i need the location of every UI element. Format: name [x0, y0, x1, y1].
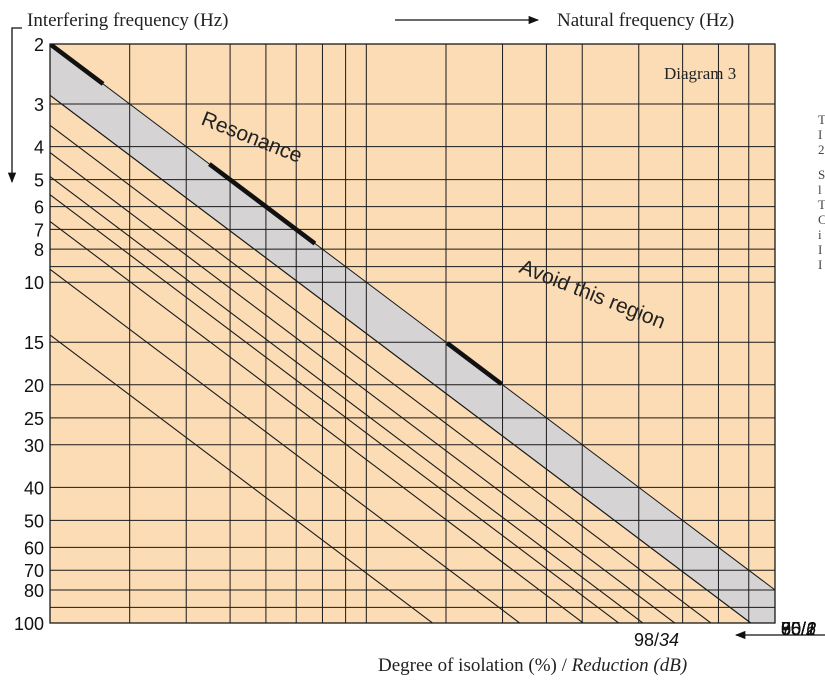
- y-tick-label: 15: [24, 333, 44, 353]
- side-text-line: [818, 157, 825, 167]
- y-tick-label: 3: [34, 95, 44, 115]
- y-tick-label: 6: [34, 198, 44, 218]
- avoid-region-layer: [50, 44, 775, 623]
- side-text-line: 2: [818, 142, 825, 157]
- y-tick-label: 30: [24, 436, 44, 456]
- y-tick-label: 7: [34, 220, 44, 240]
- resonance-line-segment: [50, 44, 105, 86]
- side-text-line: I: [818, 127, 823, 142]
- y-tick-label: 20: [24, 376, 44, 396]
- y-tick-label: 100: [14, 614, 44, 634]
- isolation-line-label: 90/2: [781, 619, 816, 639]
- isolation-line-label: 95/2: [781, 619, 816, 639]
- isolation-line-label: 80/1: [781, 619, 816, 639]
- side-text-line: T: [818, 197, 825, 212]
- y-tick-label: 50: [24, 511, 44, 531]
- side-text-line: S: [818, 167, 825, 182]
- y-tick-label: 60: [24, 538, 44, 558]
- isolation-line: [50, 124, 712, 623]
- x-axis-title: Natural frequency (Hz): [557, 10, 734, 31]
- y-tick-label: 8: [34, 240, 44, 260]
- side-text-line: T: [818, 112, 825, 127]
- side-text-line: l: [818, 182, 822, 197]
- isolation-line: [50, 194, 620, 623]
- grid-layer: [50, 44, 775, 623]
- y-tick-label: 40: [24, 478, 44, 498]
- isolation-lines-layer: [50, 94, 752, 623]
- resonance-line-segment: [208, 162, 317, 246]
- isolation-line-label: 50/6: [781, 619, 817, 639]
- side-text-line: C: [818, 212, 825, 227]
- isolation-line: [50, 175, 644, 623]
- isolation-line-labels: 050/670/180/185/190/295/2 98/34: [634, 619, 817, 650]
- plot-frame: [49, 43, 776, 624]
- isolation-line-label: 85/1: [781, 619, 816, 639]
- isolation-line: [50, 94, 752, 623]
- diagram-title: Diagram 3: [664, 64, 736, 83]
- y-tick-label: 4: [34, 138, 44, 158]
- isolation-line: [50, 334, 434, 623]
- side-text-line: i: [818, 227, 822, 242]
- y-tick-label: 80: [24, 581, 44, 601]
- y-tick-label: 70: [24, 561, 44, 581]
- resonance-line-segment: [445, 341, 503, 386]
- y-tick-label: 10: [24, 273, 44, 293]
- y-tick-label: 5: [34, 171, 44, 191]
- isolation-line: [50, 268, 521, 623]
- y-axis-title: Interfering frequency (Hz): [27, 10, 229, 31]
- isolation-line-label: 70/1: [781, 619, 816, 639]
- isolation-line: [50, 151, 676, 623]
- y-tick-label: 2: [34, 35, 44, 55]
- isolation-line: [50, 220, 585, 623]
- side-text-line: I: [818, 242, 823, 257]
- y-axis-arrow: [7, 27, 22, 184]
- avoid-region: [50, 44, 775, 623]
- resonance-layer: [50, 44, 503, 386]
- isolation-line-label: 98/34: [634, 630, 679, 650]
- side-text-line: I: [818, 257, 823, 272]
- isolation-line-label: 0: [781, 619, 791, 639]
- bottom-axis-title: Degree of isolation (%) / Reduction (dB): [378, 655, 687, 676]
- y-tick-label: 25: [24, 409, 44, 429]
